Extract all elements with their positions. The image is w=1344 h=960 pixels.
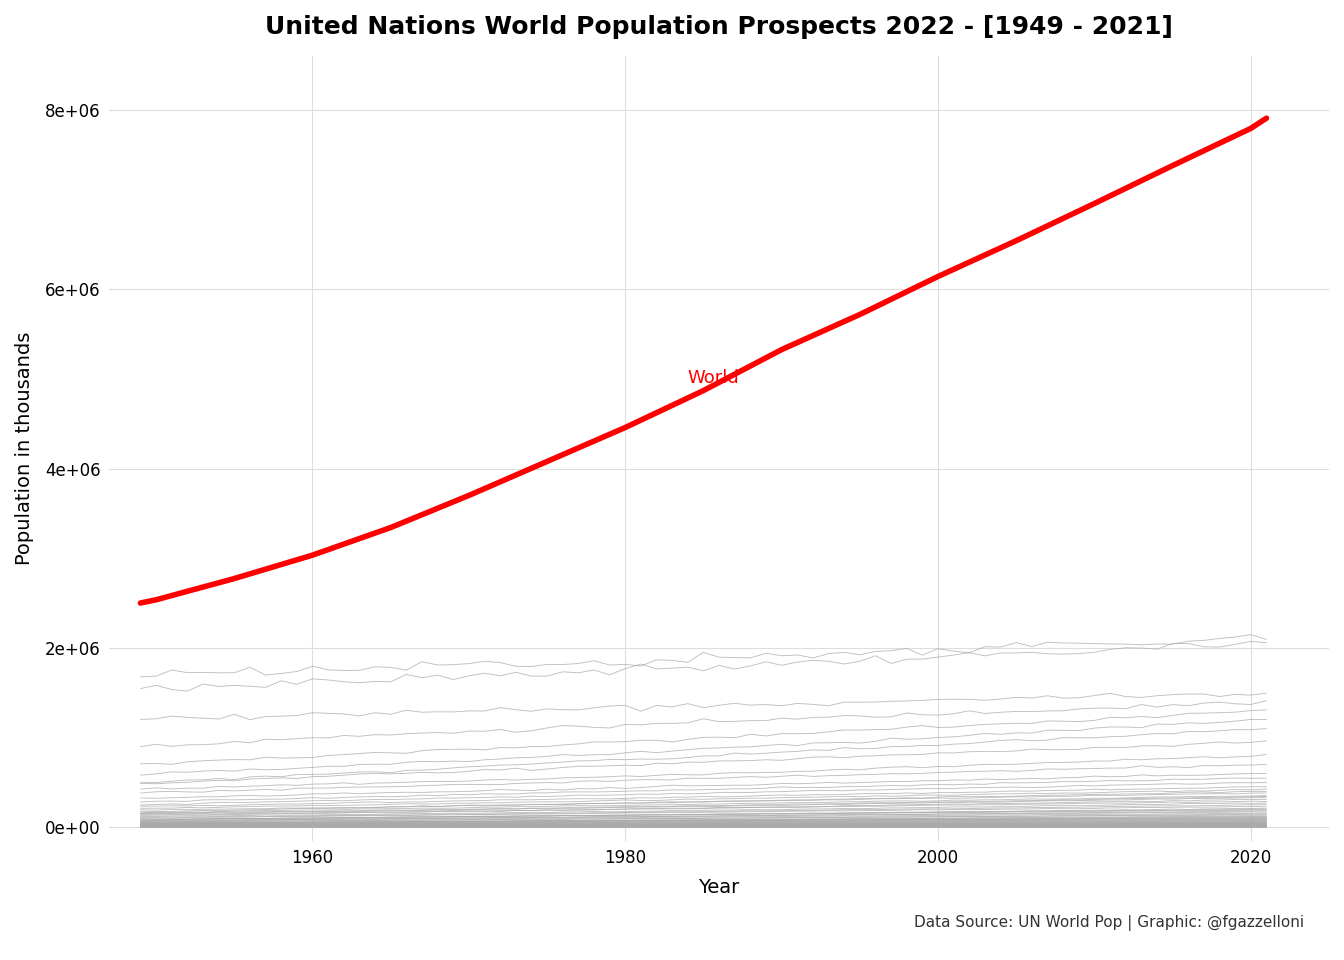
Text: World: World — [688, 370, 739, 388]
Title: United Nations World Population Prospects 2022 - [1949 - 2021]: United Nations World Population Prospect… — [265, 15, 1173, 39]
X-axis label: Year: Year — [699, 878, 739, 897]
Text: Data Source: UN World Pop | Graphic: @fgazzelloni: Data Source: UN World Pop | Graphic: @fg… — [914, 915, 1304, 931]
Y-axis label: Population in thousands: Population in thousands — [15, 332, 34, 565]
